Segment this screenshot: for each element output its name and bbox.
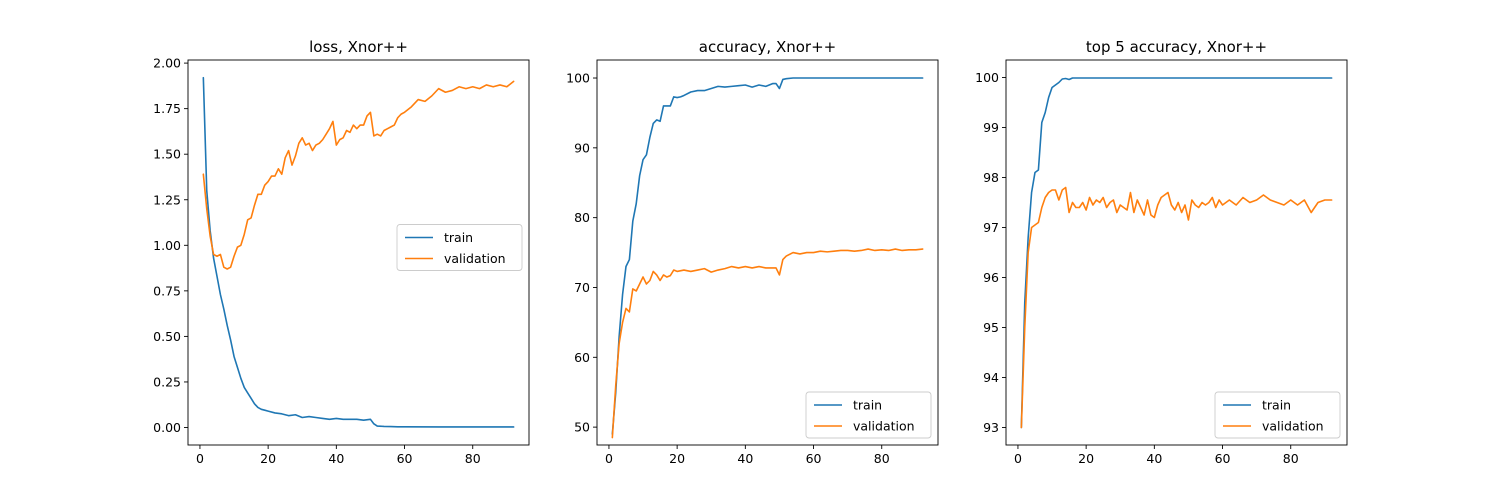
legend: train validation (1214, 391, 1341, 439)
y-tick-label: 99 (983, 120, 999, 135)
y-tick-label: 0.00 (153, 420, 181, 435)
chart-panel-3: top 5 accuracy, Xnor++ 0 20 40 60 80 93 94 95 96 9… (975, 38, 1348, 466)
x-tick-label: 80 (1283, 451, 1299, 466)
series-line-validation (202, 80, 515, 270)
series-line-train (202, 76, 515, 428)
x-tick-label: 20 (1078, 451, 1094, 466)
x-tick-label: 40 (328, 451, 344, 466)
axes-frame (596, 59, 939, 446)
legend: train validation (805, 391, 932, 439)
series-line-train (611, 77, 924, 435)
y-tick-label: 70 (574, 280, 590, 295)
y-tick-label: 2.00 (153, 56, 181, 71)
y-tick-label: 80 (574, 210, 590, 225)
series-line-validation (1020, 186, 1333, 429)
y-tick-label: 0.25 (153, 374, 181, 389)
axes-frame (187, 59, 530, 446)
chart-title: top 5 accuracy, Xnor++ (1086, 38, 1267, 56)
y-tick-label: 90 (574, 140, 590, 155)
legend-label-validation: validation (853, 419, 915, 434)
chart-title: accuracy, Xnor++ (699, 38, 836, 56)
x-tick-label: 40 (1146, 451, 1162, 466)
chart-panel-2: accuracy, Xnor++ 0 20 40 60 80 50 60 70 80 90 100 tr… (566, 38, 939, 466)
x-tick-label: 60 (397, 451, 413, 466)
y-tick-label: 0.50 (153, 329, 181, 344)
legend-label-train: train (1262, 398, 1291, 413)
y-tick-label: 96 (983, 270, 999, 285)
legend: train validation (396, 224, 523, 271)
y-tick-label: 97 (983, 220, 999, 235)
x-tick-label: 20 (669, 451, 685, 466)
x-tick-label: 0 (1014, 451, 1022, 466)
x-tick-label: 40 (737, 451, 753, 466)
y-tick-label: 95 (983, 320, 999, 335)
series-line-validation (611, 248, 924, 439)
y-tick-label: 50 (574, 420, 590, 435)
y-tick-label: 1.75 (153, 101, 181, 116)
legend-label-validation: validation (444, 251, 506, 266)
y-tick-label: 100 (566, 71, 590, 86)
y-tick-label: 1.50 (153, 147, 181, 162)
y-tick-label: 60 (574, 350, 590, 365)
series-line-train (1020, 77, 1333, 429)
x-tick-label: 0 (605, 451, 613, 466)
x-tick-label: 20 (260, 451, 276, 466)
chart-title: loss, Xnor++ (309, 38, 408, 56)
x-tick-label: 0 (196, 451, 204, 466)
x-tick-label: 80 (465, 451, 481, 466)
y-tick-label: 98 (983, 170, 999, 185)
y-tick-label: 93 (983, 420, 999, 435)
legend-label-train: train (853, 398, 882, 413)
y-tick-label: 94 (983, 370, 999, 385)
x-tick-label: 60 (806, 451, 822, 466)
chart-panel-1: loss, Xnor++ 0 20 40 60 80 0.00 0.25 0.50 0.75 1.0… (153, 38, 530, 466)
y-tick-label: 1.25 (153, 192, 181, 207)
y-tick-label: 0.75 (153, 283, 181, 298)
x-tick-label: 80 (874, 451, 890, 466)
y-tick-label: 100 (975, 70, 999, 85)
legend-label-validation: validation (1262, 419, 1324, 434)
axes-frame (1005, 59, 1348, 446)
x-tick-label: 60 (1215, 451, 1231, 466)
legend-label-train: train (444, 230, 473, 245)
y-tick-label: 1.00 (153, 238, 181, 253)
